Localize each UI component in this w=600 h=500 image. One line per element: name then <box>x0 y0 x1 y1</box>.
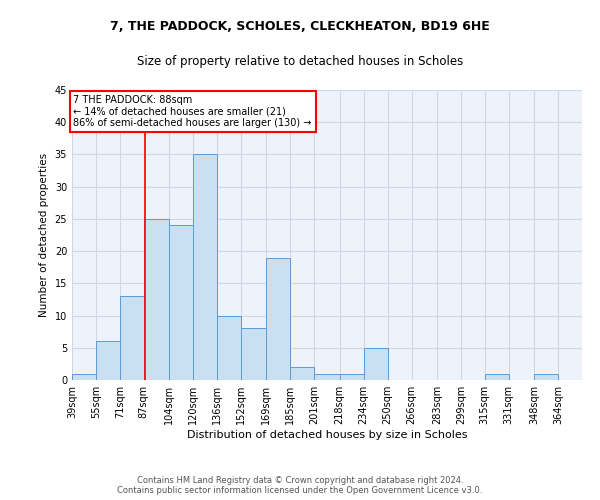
Bar <box>340 374 364 380</box>
Bar <box>169 226 193 380</box>
Text: 7, THE PADDOCK, SCHOLES, CLECKHEATON, BD19 6HE: 7, THE PADDOCK, SCHOLES, CLECKHEATON, BD… <box>110 20 490 33</box>
Bar <box>120 296 144 380</box>
Text: Size of property relative to detached houses in Scholes: Size of property relative to detached ho… <box>137 55 463 68</box>
X-axis label: Distribution of detached houses by size in Scholes: Distribution of detached houses by size … <box>187 430 467 440</box>
Text: Contains HM Land Registry data © Crown copyright and database right 2024.
Contai: Contains HM Land Registry data © Crown c… <box>118 476 482 495</box>
Bar <box>96 342 120 380</box>
Bar <box>241 328 266 380</box>
Bar <box>266 258 290 380</box>
Bar <box>314 374 340 380</box>
Bar <box>534 374 558 380</box>
Text: 7 THE PADDOCK: 88sqm
← 14% of detached houses are smaller (21)
86% of semi-detac: 7 THE PADDOCK: 88sqm ← 14% of detached h… <box>73 95 312 128</box>
Bar <box>217 316 241 380</box>
Bar <box>72 374 96 380</box>
Bar <box>144 219 169 380</box>
Y-axis label: Number of detached properties: Number of detached properties <box>39 153 49 317</box>
Bar <box>364 348 388 380</box>
Bar <box>485 374 509 380</box>
Bar <box>193 154 217 380</box>
Bar <box>290 367 314 380</box>
